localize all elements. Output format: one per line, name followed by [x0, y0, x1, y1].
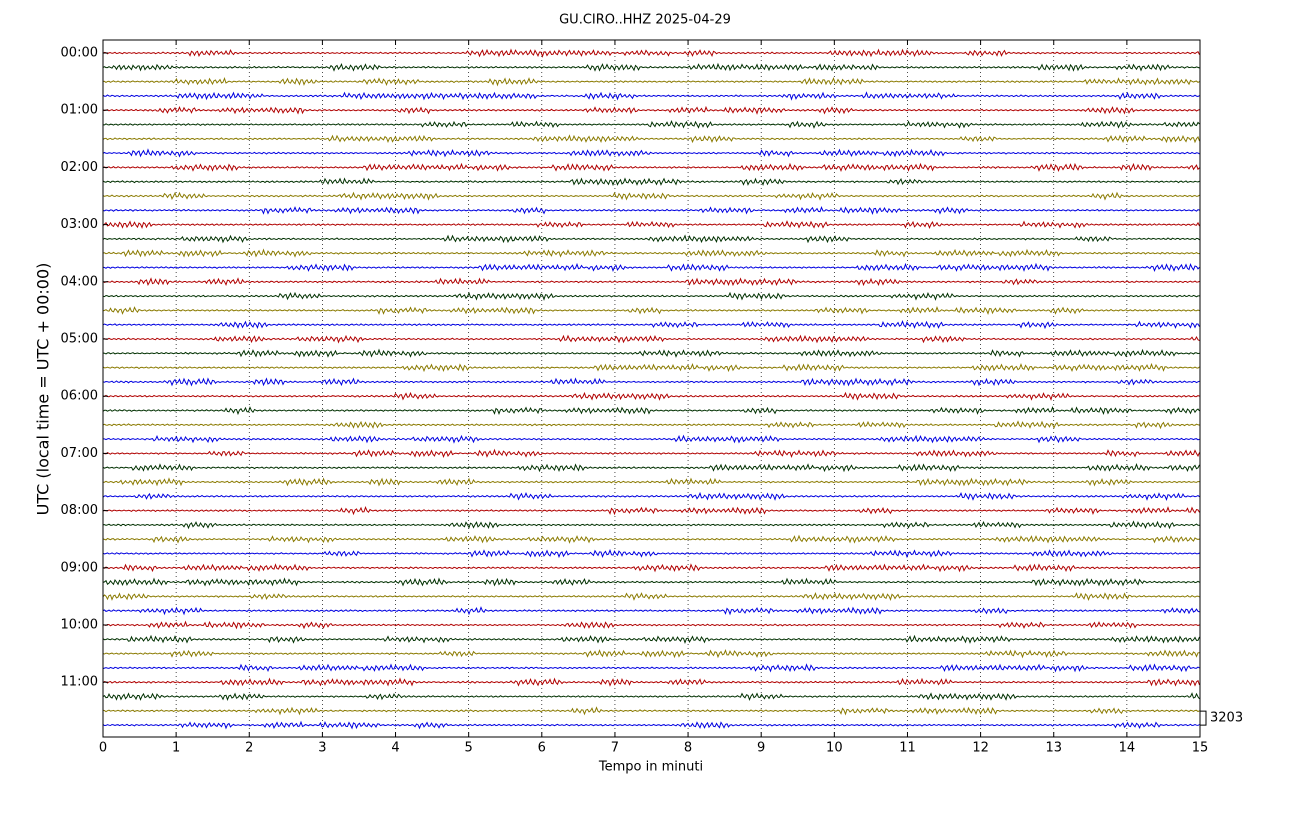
trace — [102, 620, 1200, 630]
trace — [102, 692, 1200, 702]
y-tick-label: 03:00 — [61, 217, 98, 232]
chart-title: GU.CIRO..HHZ 2025-04-29 — [559, 13, 731, 28]
x-tick-label: 5 — [465, 741, 473, 756]
scale-bar — [1200, 710, 1207, 726]
trace — [102, 577, 1200, 587]
trace — [102, 162, 1200, 172]
trace — [102, 420, 1200, 430]
trace — [102, 91, 1200, 101]
trace — [102, 606, 1200, 616]
trace — [102, 277, 1200, 287]
y-tick-label: 09:00 — [61, 560, 98, 575]
x-tick-label: 12 — [972, 741, 989, 756]
x-tick-label: 2 — [245, 741, 253, 756]
trace — [102, 291, 1200, 301]
trace — [102, 563, 1200, 573]
trace — [102, 320, 1200, 330]
trace — [102, 177, 1200, 187]
y-tick-label: 01:00 — [61, 103, 98, 118]
x-tick-label: 4 — [391, 741, 399, 756]
y-tick-label: 02:00 — [61, 160, 98, 175]
trace — [102, 262, 1200, 272]
trace — [102, 305, 1200, 315]
trace — [103, 391, 1200, 401]
trace — [102, 648, 1200, 659]
trace — [103, 119, 1200, 129]
x-tick-label: 13 — [1045, 741, 1062, 756]
trace — [102, 720, 1200, 730]
x-tick-label: 1 — [172, 741, 180, 756]
y-tick-label: 06:00 — [61, 389, 98, 404]
trace — [102, 463, 1200, 473]
trace — [102, 592, 1200, 601]
trace — [102, 134, 1200, 144]
x-tick-label: 0 — [99, 741, 107, 756]
y-tick-label: 07:00 — [61, 446, 98, 461]
y-axis-label: UTC (local time = UTC + 00:00) — [34, 263, 53, 516]
y-tick-label: 04:00 — [61, 274, 98, 289]
plot-frame — [102, 39, 1201, 738]
trace — [102, 248, 1200, 258]
x-tick-label: 11 — [899, 741, 916, 756]
y-tick-label: 05:00 — [61, 332, 98, 347]
trace — [102, 191, 1200, 201]
trace — [102, 62, 1200, 72]
trace — [102, 477, 1200, 487]
x-tick-label: 10 — [826, 741, 843, 756]
trace — [103, 434, 1200, 444]
trace — [102, 148, 1200, 158]
trace — [102, 634, 1200, 644]
x-tick-label: 9 — [757, 741, 765, 756]
trace — [102, 105, 1200, 115]
x-tick-label: 15 — [1192, 741, 1209, 756]
trace — [102, 377, 1200, 387]
x-tick-label: 7 — [611, 741, 619, 756]
trace — [102, 362, 1200, 373]
scale-label: 3203 — [1210, 711, 1243, 726]
trace — [102, 448, 1200, 459]
trace — [102, 206, 1200, 215]
trace — [102, 706, 1200, 716]
trace — [102, 677, 1200, 687]
trace — [102, 334, 1200, 344]
trace — [102, 48, 1200, 58]
trace — [102, 520, 1200, 530]
y-tick-label: 10:00 — [61, 618, 98, 633]
trace — [102, 534, 1200, 544]
trace — [102, 506, 1200, 516]
trace — [102, 663, 1200, 673]
trace — [102, 234, 1200, 244]
trace — [102, 348, 1200, 358]
trace — [102, 491, 1200, 501]
y-tick-label: 11:00 — [61, 675, 98, 690]
x-axis-label: Tempo in minuti — [598, 760, 703, 775]
y-tick-label: 08:00 — [61, 503, 98, 518]
y-tick-label: 00:00 — [61, 46, 98, 61]
trace — [102, 76, 1200, 87]
x-tick-label: 6 — [538, 741, 546, 756]
trace — [102, 548, 1200, 559]
x-tick-label: 3 — [318, 741, 326, 756]
x-tick-label: 14 — [1119, 741, 1136, 756]
trace — [102, 220, 1200, 230]
x-tick-label: 8 — [684, 741, 692, 756]
trace — [102, 406, 1200, 416]
